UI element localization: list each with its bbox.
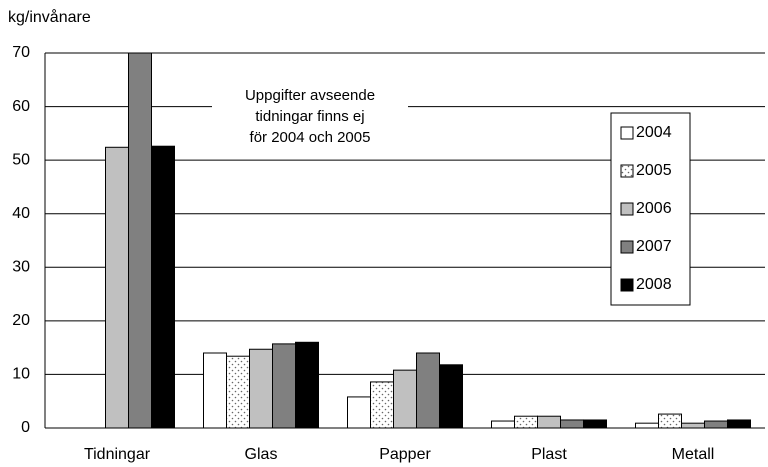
bar	[203, 352, 227, 429]
x-tick-label: Tidningar	[84, 446, 151, 463]
legend-swatch	[620, 126, 634, 140]
y-axis-label: kg/invånare	[8, 8, 91, 26]
bar	[560, 419, 584, 429]
bar	[416, 352, 440, 429]
legend-label: 2005	[636, 162, 672, 179]
x-tick-label: Glas	[245, 446, 278, 463]
y-tick-label: 30	[12, 259, 30, 276]
bar	[537, 415, 561, 429]
y-tick-label: 20	[12, 312, 30, 329]
bar	[370, 381, 394, 429]
legend-swatch	[620, 278, 634, 292]
y-tick-label: 10	[12, 366, 30, 383]
bar	[439, 364, 463, 429]
annotation: tidningar finns ej	[255, 108, 364, 125]
bar	[151, 145, 175, 429]
y-tick-label: 60	[12, 98, 30, 115]
bar	[514, 415, 538, 429]
bar	[347, 396, 371, 429]
legend-label: 2007	[636, 238, 672, 255]
bar	[226, 355, 250, 429]
bar	[128, 52, 152, 429]
bar	[249, 348, 273, 429]
y-tick-label: 70	[12, 44, 30, 61]
bar	[583, 419, 607, 429]
x-tick-label: Plast	[531, 446, 567, 463]
bar	[295, 341, 319, 429]
bar	[681, 422, 705, 429]
bar	[491, 420, 515, 429]
x-tick-label: Papper	[379, 446, 431, 463]
bar	[704, 420, 728, 429]
x-tick-label: Metall	[672, 446, 715, 463]
annotation: för 2004 och 2005	[250, 129, 371, 146]
legend-label: 2008	[636, 276, 672, 293]
y-tick-label: 40	[12, 205, 30, 222]
bar	[727, 419, 751, 429]
annotation: Uppgifter avseende	[245, 87, 375, 104]
legend-swatch	[620, 240, 634, 254]
y-tick-label: 50	[12, 151, 30, 168]
legend-label: 2004	[636, 124, 672, 141]
bar	[105, 146, 129, 429]
y-tick-label: 0	[21, 419, 30, 436]
bar	[393, 369, 417, 429]
legend-swatch	[620, 202, 634, 216]
legend-label: 2006	[636, 200, 672, 217]
bar	[658, 413, 682, 429]
bar	[635, 422, 659, 429]
bar	[272, 343, 296, 429]
legend-swatch	[620, 164, 634, 178]
annotation-box	[212, 84, 408, 152]
